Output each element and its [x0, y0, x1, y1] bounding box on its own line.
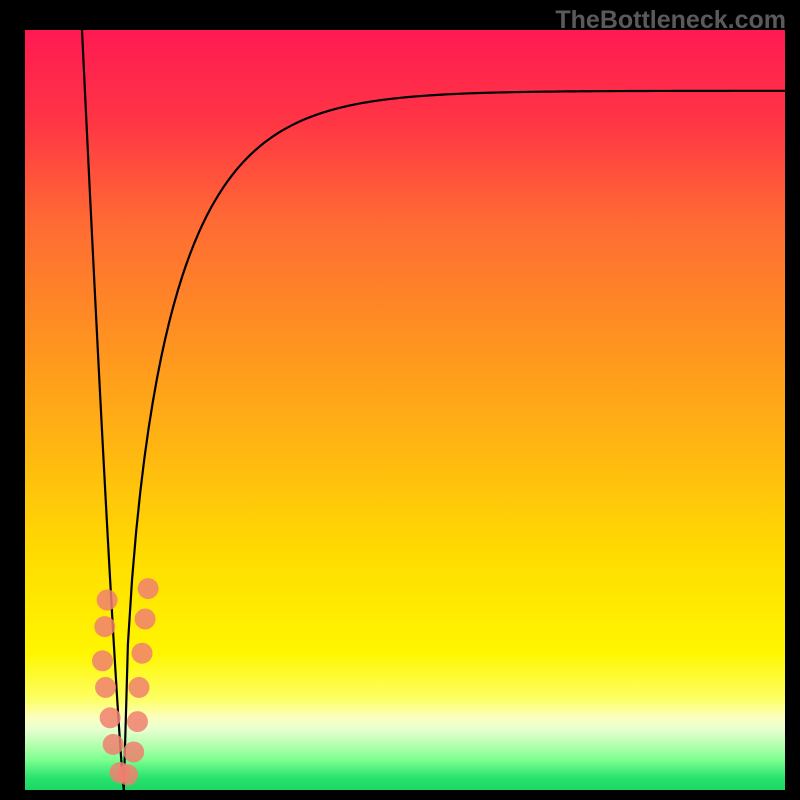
- gradient-background: [25, 30, 785, 790]
- scatter-point: [123, 742, 144, 763]
- chart-container: TheBottleneck.com: [0, 0, 800, 800]
- scatter-point: [103, 734, 124, 755]
- scatter-point: [92, 650, 113, 671]
- scatter-point: [100, 707, 121, 728]
- scatter-point: [132, 643, 153, 664]
- scatter-point: [129, 677, 150, 698]
- scatter-point: [97, 590, 118, 611]
- scatter-point: [127, 711, 148, 732]
- watermark-text: TheBottleneck.com: [555, 6, 786, 35]
- plot-area: [25, 30, 785, 790]
- scatter-point: [117, 764, 138, 785]
- scatter-point: [138, 578, 159, 599]
- scatter-point: [135, 609, 156, 630]
- scatter-point: [95, 677, 116, 698]
- scatter-point: [94, 616, 115, 637]
- chart-svg: [25, 30, 785, 790]
